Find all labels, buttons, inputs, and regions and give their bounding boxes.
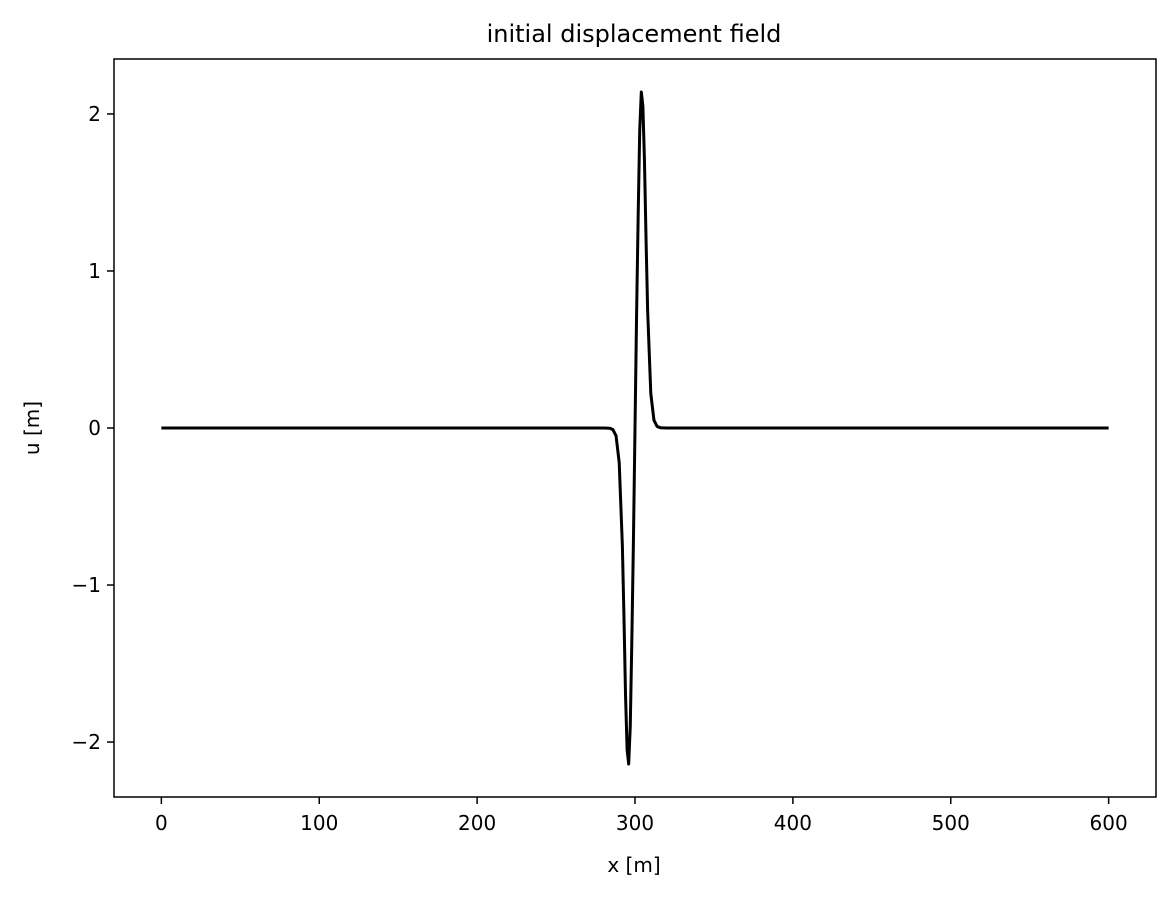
x-axis: 0 100 200 300 400 500 600 <box>155 797 1128 835</box>
y-tick-label: 0 <box>88 416 101 440</box>
x-tick-label: 100 <box>300 811 338 835</box>
chart-title: initial displacement field <box>487 20 782 48</box>
series-line <box>161 90 1109 766</box>
y-tick-label: 1 <box>88 259 101 283</box>
x-tick-label: 200 <box>458 811 496 835</box>
y-tick-label: 2 <box>88 102 101 126</box>
x-tick-label: 0 <box>155 811 168 835</box>
y-axis-label: u [m] <box>20 401 44 455</box>
y-axis: −2 −1 0 1 2 <box>72 102 114 754</box>
plot-area <box>113 58 1157 798</box>
x-tick-label: 300 <box>616 811 654 835</box>
x-tick-label: 400 <box>774 811 812 835</box>
y-tick-label: −2 <box>72 730 101 754</box>
y-tick-label: −1 <box>72 573 101 597</box>
x-axis-label: x [m] <box>607 853 660 877</box>
x-tick-label: 500 <box>932 811 970 835</box>
x-tick-label: 600 <box>1090 811 1128 835</box>
